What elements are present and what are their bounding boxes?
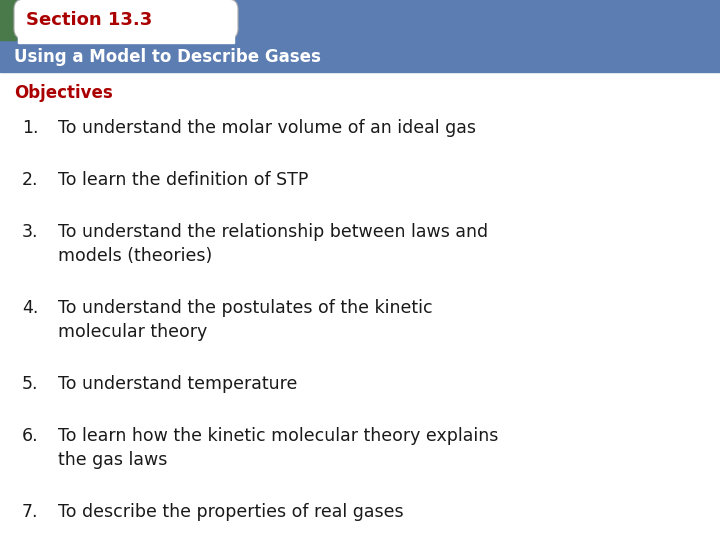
FancyBboxPatch shape — [14, 0, 238, 39]
Text: 6.: 6. — [22, 427, 39, 445]
Text: 4.: 4. — [22, 299, 38, 317]
Text: To understand the molar volume of an ideal gas: To understand the molar volume of an ide… — [58, 119, 476, 137]
Text: models (theories): models (theories) — [58, 247, 212, 265]
Text: Using a Model to Describe Gases: Using a Model to Describe Gases — [14, 48, 321, 66]
Text: To understand temperature: To understand temperature — [58, 375, 297, 393]
Text: 2.: 2. — [22, 171, 38, 189]
Text: To learn the definition of STP: To learn the definition of STP — [58, 171, 308, 189]
Text: 1.: 1. — [22, 119, 38, 137]
Text: To describe the properties of real gases: To describe the properties of real gases — [58, 503, 404, 521]
Text: 7.: 7. — [22, 503, 38, 521]
Text: To understand the postulates of the kinetic: To understand the postulates of the kine… — [58, 299, 433, 317]
Bar — [18, 33, 234, 43]
Text: the gas laws: the gas laws — [58, 451, 167, 469]
Bar — [0, 0, 16, 40]
Text: 3.: 3. — [22, 223, 38, 241]
Text: Section 13.3: Section 13.3 — [26, 11, 152, 29]
Text: To learn how the kinetic molecular theory explains: To learn how the kinetic molecular theor… — [58, 427, 498, 445]
Bar — [0, 40, 720, 72]
Bar — [0, 0, 720, 40]
Text: 5.: 5. — [22, 375, 38, 393]
Text: To understand the relationship between laws and: To understand the relationship between l… — [58, 223, 488, 241]
Text: molecular theory: molecular theory — [58, 323, 207, 341]
Text: Objectives: Objectives — [14, 84, 113, 102]
